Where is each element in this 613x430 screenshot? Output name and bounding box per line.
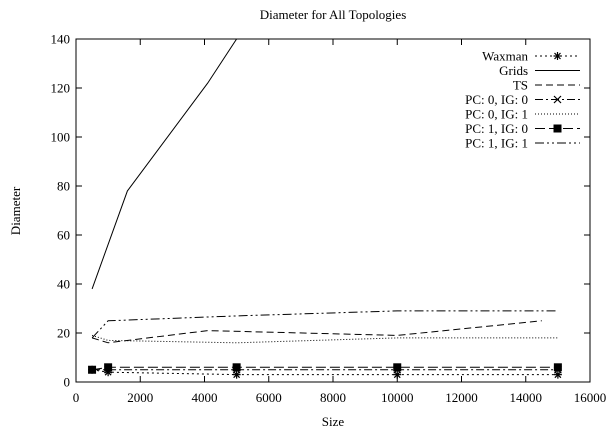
legend-entry: PC: 1, IG: 0 xyxy=(465,121,580,136)
legend-label: PC: 0, IG: 0 xyxy=(465,92,528,107)
x-tick-label: 2000 xyxy=(127,390,153,405)
square-marker xyxy=(553,363,562,372)
y-tick-label: 40 xyxy=(57,277,70,292)
asterisk-marker xyxy=(393,370,402,379)
legend-label: TS xyxy=(513,78,528,93)
legend-entry: PC: 0, IG: 0 xyxy=(465,92,580,107)
x-axis-label: Size xyxy=(322,414,345,429)
legend-entry: TS xyxy=(513,78,580,93)
y-tick-label: 80 xyxy=(57,179,70,194)
y-tick-label: 140 xyxy=(51,32,71,47)
legend-label: PC: 0, IG: 1 xyxy=(465,107,528,122)
x-tick-label: 4000 xyxy=(192,390,218,405)
x-tick-label: 6000 xyxy=(256,390,282,405)
y-axis-label: Diameter xyxy=(8,186,23,235)
square-marker xyxy=(553,124,562,133)
cross-marker xyxy=(553,95,562,104)
y-tick-label: 120 xyxy=(51,81,71,96)
asterisk-stroke xyxy=(233,371,241,379)
series-ts xyxy=(91,320,542,344)
y-tick-label: 0 xyxy=(64,375,71,390)
asterisk-marker xyxy=(232,370,241,379)
legend-label: Grids xyxy=(499,63,528,78)
square-marker xyxy=(232,363,241,372)
series-lines xyxy=(88,39,562,379)
legend-entry: Grids xyxy=(499,63,580,78)
legend-entry: PC: 1, IG: 1 xyxy=(465,136,580,151)
square-marker xyxy=(88,365,97,374)
cross-stroke xyxy=(553,95,562,104)
asterisk-stroke xyxy=(554,52,561,60)
y-tick-label: 60 xyxy=(57,228,70,243)
x-tick-label: 12000 xyxy=(445,390,478,405)
series-pc-1-ig-0 xyxy=(88,363,562,374)
series-grids xyxy=(91,39,238,290)
y-tick-label: 100 xyxy=(51,130,71,145)
asterisk-stroke xyxy=(554,371,562,379)
x-tick-label: 16000 xyxy=(574,390,607,405)
series-line xyxy=(91,320,542,344)
legend-entry: Waxman xyxy=(482,49,580,64)
x-tick-label: 14000 xyxy=(510,390,543,405)
x-tick-label: 10000 xyxy=(381,390,414,405)
axes: 0 2000 4000 6000 8000 10000 12000 14000 16000 0 20… xyxy=(51,32,607,406)
x-tick-label: 8000 xyxy=(320,390,346,405)
x-tick-label: 0 xyxy=(73,390,80,405)
square-marker xyxy=(104,363,113,372)
y-tick-label: 20 xyxy=(57,326,70,341)
square-marker xyxy=(393,363,402,372)
legend-label: PC: 1, IG: 1 xyxy=(465,136,528,151)
legend-entry: PC: 0, IG: 1 xyxy=(465,107,580,122)
legend-label: PC: 1, IG: 0 xyxy=(465,121,528,136)
legend-label: Waxman xyxy=(482,49,528,64)
series-line xyxy=(91,39,238,290)
chart-title: Diameter for All Topologies xyxy=(260,7,407,22)
asterisk-stroke xyxy=(393,371,401,379)
asterisk-marker xyxy=(553,370,562,379)
asterisk-marker xyxy=(553,52,562,60)
series-line xyxy=(92,369,558,376)
